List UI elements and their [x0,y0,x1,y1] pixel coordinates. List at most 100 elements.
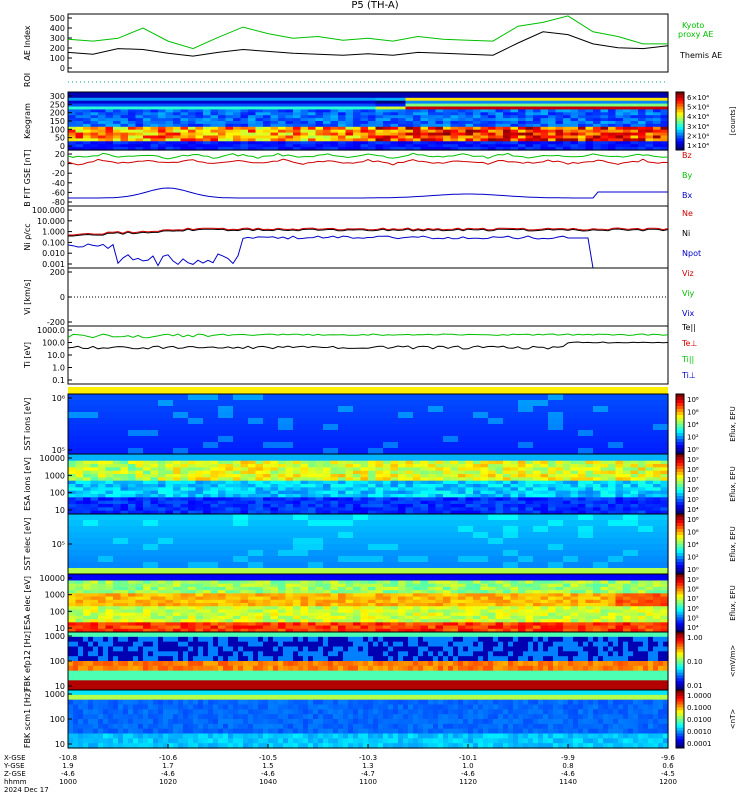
heatmap-cell [548,562,564,569]
heatmap-cell [593,526,609,533]
heatmap-cell [68,394,84,401]
colorbar-cell [676,499,684,503]
heatmap-cell [353,424,369,431]
heatmap-cell [458,406,474,413]
heatmap-cell [608,430,624,437]
heatmap-cell [83,562,99,569]
heatmap-cell [398,406,414,413]
tick-label: -40 [52,179,65,188]
heatmap-cell [653,406,669,413]
heatmap-cell [503,400,519,407]
heatmap-cell [278,418,294,425]
heatmap-cell [353,412,369,419]
heatmap-cell [443,526,459,533]
heatmap-cell [203,436,219,443]
heatmap-cell [608,424,624,431]
series-line [68,334,668,338]
panel-ylabel: Ni ρ/cc [23,223,32,250]
colorbar-tick-label: 10⁴ [687,506,699,514]
heatmap-cell [143,538,159,545]
heatmap-cell [293,400,309,407]
heatmap-cell [338,538,354,545]
heatmap-cell [218,394,234,401]
colorbar-cell [676,424,684,428]
legend-label: Themis AE [679,51,722,60]
heatmap-cell [158,436,174,443]
heatmap-cell [68,436,84,443]
heatmap-cell [68,430,84,437]
heatmap-cell [323,526,339,533]
heatmap-cell [233,430,249,437]
heatmap-cell [278,544,294,551]
heatmap-cell [323,514,339,521]
colorbar-label: Eflux, EFU [729,526,737,561]
colorbar-cell [676,104,684,107]
heatmap-cell [383,418,399,425]
heatmap-cell [113,442,129,449]
colorbar-cell [676,412,684,416]
heatmap-cell [563,526,579,533]
heatmap-cell [233,394,249,401]
heatmap-cell [68,400,84,407]
heatmap-cell [533,532,549,539]
heatmap-cell [383,526,399,533]
colorbar-cell [676,568,684,572]
heatmap-cell [413,562,429,569]
heatmap-cell [98,556,114,563]
heatmap-cell [128,532,144,539]
heatmap-cell [458,556,474,563]
heatmap-cell [428,520,444,527]
heatmap-cell [293,526,309,533]
heatmap-cell [638,556,654,563]
heatmap-cell [593,394,609,401]
heatmap-cell [578,562,594,569]
heatmap-cell [563,412,579,419]
tick-label: 0 [60,293,65,302]
heatmap-cell [188,556,204,563]
heatmap-cell [383,520,399,527]
colorbar-cell [676,514,684,518]
heatmap-cell [548,436,564,443]
heatmap-cell [353,400,369,407]
heatmap-cell [278,556,294,563]
heatmap-cell [113,526,129,533]
heatmap-cell [203,406,219,413]
heatmap-cell [578,514,594,521]
heatmap-cell [158,556,174,563]
heatmap-cell [533,526,549,533]
heatmap-cell [248,430,264,437]
heatmap-cell [623,556,639,563]
heatmap-cell [473,424,489,431]
heatmap-cell [143,544,159,551]
heatmap-cell [413,514,429,521]
panel-ylabel: ESA ions [eV] [23,457,32,511]
heatmap-cell [608,436,624,443]
heatmap-cell [248,556,264,563]
heatmap-cell [293,544,309,551]
heatmap-cell [368,556,384,563]
heatmap-cell [368,424,384,431]
heatmap-cell [203,394,219,401]
heatmap-cell [638,514,654,521]
colorbar-tick-label: 4×10⁴ [687,113,709,121]
heatmap-cell [68,544,84,551]
heatmap-cell [473,436,489,443]
heatmap-cell [548,412,564,419]
colorbar-cell [676,430,684,434]
heatmap-cell [113,550,129,557]
heatmap-cell [533,430,549,437]
heatmap-cell [653,556,669,563]
heatmap-cell [263,550,279,557]
panel-ylabel: AE Index [23,25,32,60]
heatmap-cell [398,538,414,545]
heatmap-cell [398,514,414,521]
heatmap-cell [68,520,84,527]
heatmap-cell [503,418,519,425]
heatmap-cell [383,394,399,401]
heatmap-cell [158,538,174,545]
tick-label: 400 [50,24,65,33]
heatmap-cell [473,412,489,419]
heatmap-cell [308,418,324,425]
colorbar-cell [676,107,684,110]
heatmap-cell [278,394,294,401]
